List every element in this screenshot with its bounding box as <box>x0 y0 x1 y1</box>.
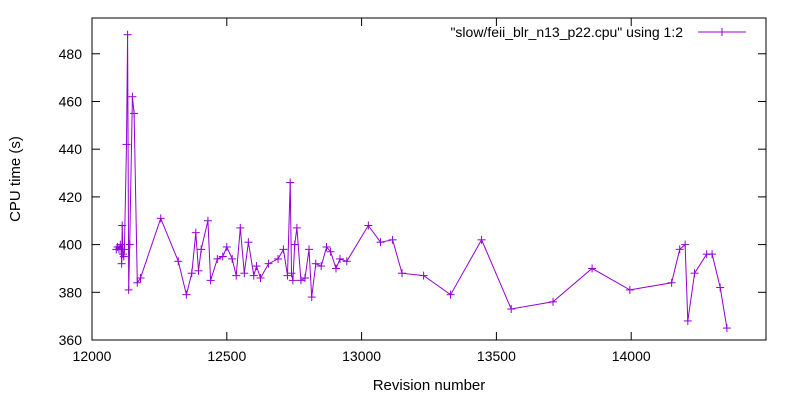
data-point <box>376 238 385 247</box>
legend-label: "slow/feii_blr_n13_p22.cpu" using 1:2 <box>450 24 683 40</box>
data-point <box>191 228 200 237</box>
data-point <box>182 290 191 299</box>
data-point <box>326 247 335 256</box>
data-point <box>118 221 127 230</box>
data-point <box>388 235 397 244</box>
data-point <box>218 252 227 261</box>
plot-frame <box>91 17 767 341</box>
data-point <box>197 245 206 254</box>
data-point <box>683 316 692 325</box>
y-tick-label: 460 <box>59 93 83 109</box>
data-point <box>446 290 455 299</box>
data-point <box>419 271 428 280</box>
data-point <box>206 276 215 285</box>
y-tick-label: 480 <box>59 46 83 62</box>
data-point <box>244 238 253 247</box>
x-tick-label: 12000 <box>73 348 112 364</box>
x-axis-label: Revision number <box>373 377 486 394</box>
data-point <box>283 271 292 280</box>
data-point <box>477 235 486 244</box>
data-point <box>279 245 288 254</box>
legend-marker <box>718 28 726 36</box>
axes: 12000 12500 13000 13500 14000 360 380 400 420 440… <box>59 17 767 364</box>
data-point <box>249 271 258 280</box>
data-point <box>274 254 283 263</box>
data-point <box>588 264 597 273</box>
y-tick-label: 440 <box>59 141 83 157</box>
data-point <box>342 257 351 266</box>
data-point <box>119 252 128 261</box>
data-point <box>136 273 145 282</box>
data-point <box>307 293 316 302</box>
x-tick-label: 14000 <box>612 348 651 364</box>
data-point <box>398 269 407 278</box>
y-tick-label: 420 <box>59 189 83 205</box>
data-point <box>675 245 684 254</box>
data-point <box>124 285 133 294</box>
data-point <box>716 283 725 292</box>
data-point <box>311 259 320 268</box>
data-point <box>507 304 516 313</box>
data-point <box>187 269 196 278</box>
data-point <box>116 240 125 249</box>
data-point <box>292 223 301 232</box>
data-point <box>364 221 373 230</box>
data-point <box>128 92 137 101</box>
legend: "slow/feii_blr_n13_p22.cpu" using 1:2 <box>450 24 746 40</box>
data-point <box>252 262 261 271</box>
series-line <box>115 34 728 329</box>
data-point <box>287 269 296 278</box>
data-point <box>290 240 299 249</box>
x-tick-label: 13500 <box>477 348 516 364</box>
data-point <box>122 140 131 149</box>
data-point <box>133 278 142 287</box>
y-tick-label: 400 <box>59 237 83 253</box>
series-layer <box>112 30 731 333</box>
y-axis-label: CPU time (s) <box>7 136 24 222</box>
data-point <box>256 273 265 282</box>
data-point <box>305 245 314 254</box>
data-point <box>549 297 558 306</box>
y-tick-label: 380 <box>59 284 83 300</box>
data-point <box>331 264 340 273</box>
data-point <box>300 273 309 282</box>
data-point <box>722 324 731 333</box>
data-point <box>213 254 222 263</box>
data-point <box>222 242 231 251</box>
data-point <box>232 271 241 280</box>
data-point <box>286 178 295 187</box>
data-point <box>130 109 139 118</box>
data-point <box>322 242 331 251</box>
x-tick-label: 12500 <box>207 348 246 364</box>
x-tick-label: 13000 <box>342 348 381 364</box>
legend-marker-glyph <box>718 28 726 36</box>
data-point <box>174 257 183 266</box>
data-point <box>296 276 305 285</box>
data-point <box>120 245 129 254</box>
y-tick-label: 360 <box>59 332 83 348</box>
data-point <box>667 278 676 287</box>
data-point <box>117 259 126 268</box>
data-point <box>228 254 237 263</box>
data-point <box>681 240 690 249</box>
data-point <box>264 259 273 268</box>
data-point <box>625 285 634 294</box>
data-point <box>194 266 203 275</box>
data-point <box>125 240 134 249</box>
data-point <box>123 30 132 39</box>
data-point <box>336 254 345 263</box>
data-point <box>203 216 212 225</box>
data-point <box>240 269 249 278</box>
data-point <box>236 223 245 232</box>
data-point <box>156 214 165 223</box>
data-point <box>317 262 326 271</box>
data-point <box>288 276 297 285</box>
data-point <box>690 269 699 278</box>
data-point <box>708 250 717 259</box>
